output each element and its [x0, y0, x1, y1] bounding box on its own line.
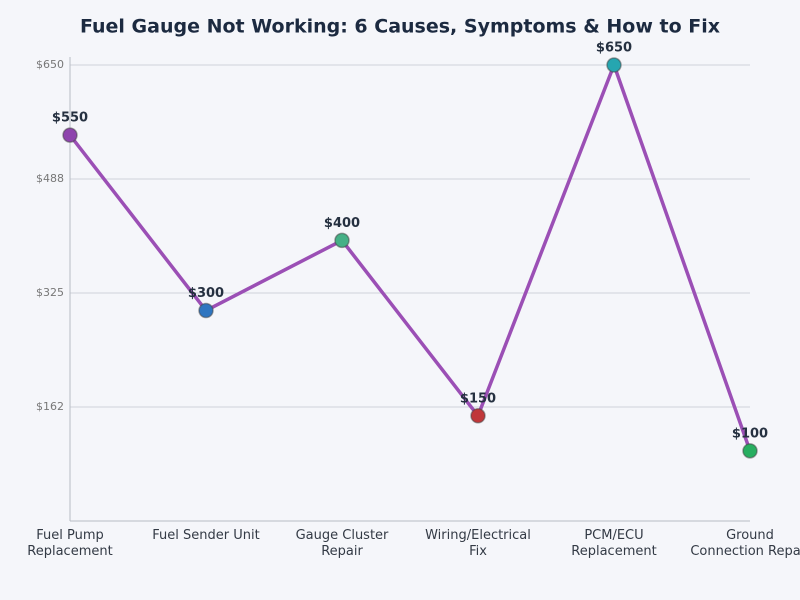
data-label: $400 [324, 216, 360, 231]
chart-title: Fuel Gauge Not Working: 6 Causes, Sympto… [80, 16, 720, 38]
x-tick-label: PCM/ECU Replacement [571, 528, 657, 559]
data-label: $300 [188, 286, 224, 301]
x-tick-label: Ground Connection Repair [690, 528, 800, 559]
x-tick-label: Fuel Sender Unit [152, 528, 260, 543]
data-label: $650 [596, 41, 632, 56]
data-point [470, 408, 486, 424]
data-label: $550 [52, 111, 88, 126]
data-point [62, 127, 78, 143]
data-label: $150 [460, 391, 496, 406]
x-tick-label: Fuel Pump Replacement [27, 528, 113, 559]
data-point [606, 57, 622, 73]
series-line [68, 63, 752, 452]
y-tick-label: $325 [36, 286, 64, 299]
y-tick-label: $488 [36, 172, 64, 185]
x-tick-label: Gauge Cluster Repair [295, 528, 389, 559]
y-tick-label: $162 [36, 400, 64, 413]
data-point [334, 232, 350, 249]
data-label: $100 [732, 426, 768, 441]
x-tick-label: Wiring/Electrical Fix [425, 528, 531, 559]
data-point [742, 443, 758, 459]
y-tick-label: $650 [36, 58, 64, 71]
data-point [198, 302, 214, 319]
